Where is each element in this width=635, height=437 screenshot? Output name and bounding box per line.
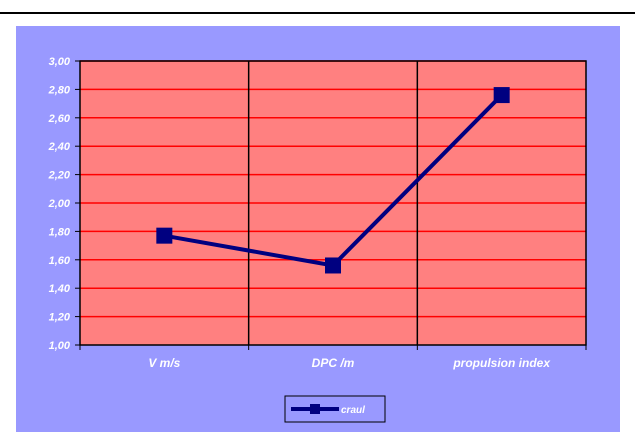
legend-marker-swatch: [310, 404, 320, 414]
y-tick-label: 1,20: [49, 312, 71, 324]
data-point-marker: [156, 227, 173, 244]
line-chart: 1,00 1,20 1,40 1,60 1,80 2,00 2,20 2,40 2,60 2,80…: [16, 26, 620, 432]
y-tick-label: 2,00: [48, 198, 71, 210]
data-point-marker: [493, 87, 510, 104]
y-tick-label: 2,20: [48, 170, 71, 182]
data-point-marker: [325, 257, 341, 274]
y-tick-label: 1,40: [49, 283, 71, 295]
y-tick-label: 2,60: [48, 113, 71, 125]
x-tick-label: propulsion index: [452, 356, 551, 370]
y-tick-label: 3,00: [49, 56, 71, 68]
top-rule: [0, 12, 635, 14]
legend-label: craul: [341, 405, 365, 416]
y-tick-label: 2,80: [48, 84, 71, 96]
y-tick-label: 2,40: [48, 141, 71, 153]
chart-area: 1,00 1,20 1,40 1,60 1,80 2,00 2,20 2,40 2,60 2,80…: [16, 26, 620, 432]
plot-border: [79, 60, 587, 346]
y-tick-label: 1,60: [49, 255, 71, 267]
y-tick-label: 1,80: [49, 226, 71, 238]
y-tick-label: 1,00: [49, 340, 71, 352]
x-tick-label: V m/s: [148, 356, 180, 370]
plot-layer: 1,00 1,20 1,40 1,60 1,80 2,00 2,20 2,40 2,60 2,80…: [48, 56, 587, 370]
x-tick-label: DPC /m: [312, 356, 355, 370]
legend: craul: [284, 395, 386, 423]
